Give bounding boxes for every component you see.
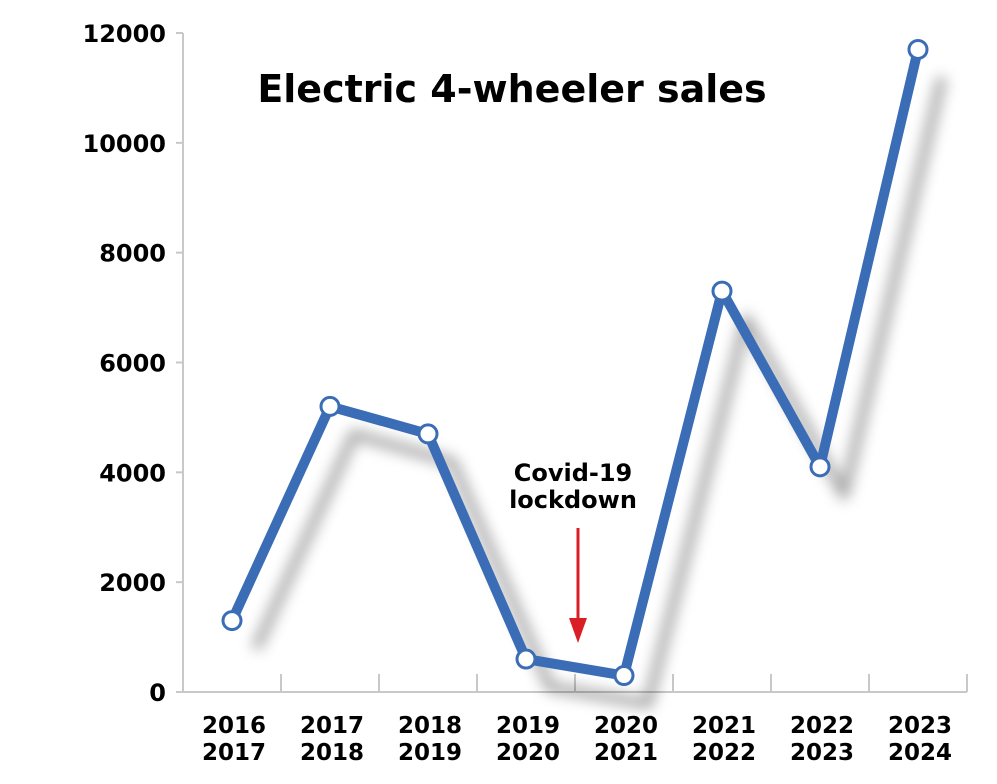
x-tick-label: 2023 bbox=[790, 740, 854, 766]
x-tick-label: 2016 bbox=[202, 713, 266, 739]
y-tick-label: 8000 bbox=[99, 240, 166, 268]
x-tick-label: 2021 bbox=[692, 713, 756, 739]
x-tick-label: 2022 bbox=[692, 740, 756, 766]
y-ticks: 0 2000 4000 6000 8000 10000 12000 bbox=[83, 20, 183, 707]
y-tick-label: 2000 bbox=[99, 569, 166, 597]
data-point bbox=[809, 456, 831, 478]
data-point bbox=[417, 423, 439, 445]
y-tick-label: 6000 bbox=[99, 350, 166, 378]
x-tick-label: 2017 bbox=[300, 713, 364, 739]
data-point bbox=[221, 610, 243, 632]
annotation-line-1: Covid-19 bbox=[514, 459, 633, 487]
x-axis: 2016201720172018201820192019202020202021… bbox=[183, 674, 968, 766]
data-point bbox=[515, 648, 537, 670]
x-tick-label: 2019 bbox=[496, 713, 560, 739]
y-tick-label: 10000 bbox=[83, 130, 167, 158]
data-points bbox=[221, 38, 929, 687]
y-tick-label: 4000 bbox=[99, 459, 166, 487]
data-point bbox=[907, 38, 929, 60]
y-axis: 0 2000 4000 6000 8000 10000 12000 bbox=[83, 20, 184, 707]
x-tick-label: 2018 bbox=[300, 740, 364, 766]
x-tick-label: 2017 bbox=[202, 740, 266, 766]
chart-title: Electric 4-wheeler sales bbox=[257, 67, 766, 111]
x-tick-label: 2024 bbox=[888, 740, 952, 766]
y-tick-label: 0 bbox=[149, 679, 166, 707]
x-tick-label: 2022 bbox=[790, 713, 854, 739]
x-tick-label: 2023 bbox=[888, 713, 952, 739]
data-point bbox=[613, 665, 635, 687]
x-tick-label: 2021 bbox=[594, 740, 658, 766]
x-ticks: 2016201720172018201820192019202020202021… bbox=[202, 674, 968, 766]
annotation-line-2: lockdown bbox=[509, 486, 637, 514]
x-tick-label: 2019 bbox=[398, 740, 462, 766]
series-line bbox=[227, 44, 923, 681]
data-point bbox=[711, 280, 733, 302]
x-tick-label: 2020 bbox=[496, 740, 560, 766]
annotation-arrow-head bbox=[569, 618, 587, 643]
x-tick-label: 2020 bbox=[594, 713, 658, 739]
covid-annotation: Covid-19 lockdown bbox=[509, 459, 637, 643]
y-tick-label: 12000 bbox=[83, 20, 167, 48]
data-point bbox=[319, 395, 341, 417]
x-tick-label: 2018 bbox=[398, 713, 462, 739]
